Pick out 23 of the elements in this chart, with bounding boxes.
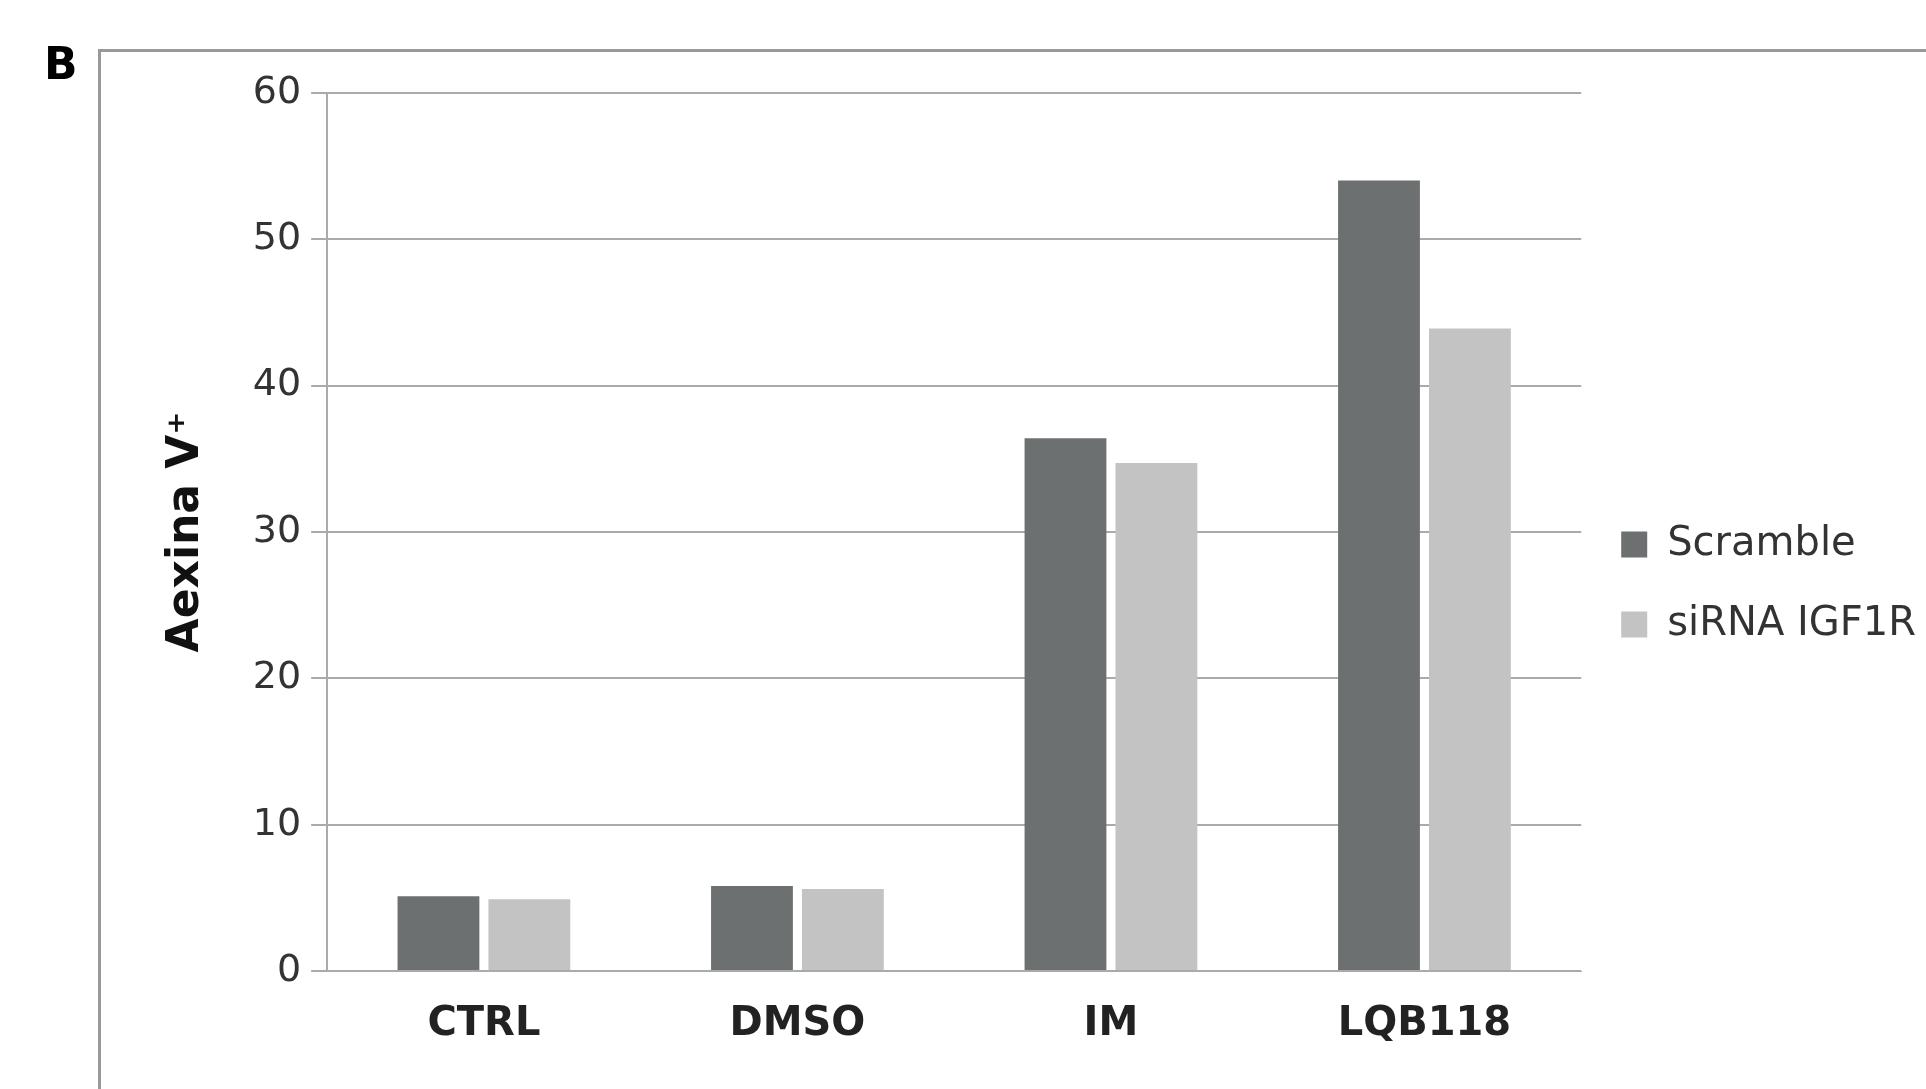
x-tick-label: IM [1083, 998, 1139, 1045]
x-tick-label: LQB118 [1337, 998, 1512, 1045]
bar [711, 886, 793, 970]
y-tick-label: 30 [252, 506, 302, 551]
legend-label: Scramble [1667, 517, 1856, 564]
x-tick-label: DMSO [729, 998, 866, 1045]
bar [1338, 180, 1420, 970]
bar [397, 896, 480, 970]
bar [1024, 438, 1107, 970]
legend-label: siRNA IGF1R [1667, 597, 1917, 644]
bar [1429, 328, 1511, 970]
y-axis-title: Aexina V⁺ [156, 411, 208, 653]
y-tick-label: 20 [252, 653, 302, 698]
y-tick-label: 60 [252, 67, 302, 112]
bar [1115, 463, 1198, 970]
y-tick-label: 40 [252, 360, 302, 405]
y-tick-label: 10 [252, 799, 302, 844]
y-tick-label: 0 [276, 945, 302, 990]
text: B [44, 38, 78, 89]
x-tick-label: CTRL [427, 998, 541, 1045]
y-tick-label: 50 [252, 214, 302, 259]
bar [488, 899, 571, 970]
bar [801, 889, 884, 970]
